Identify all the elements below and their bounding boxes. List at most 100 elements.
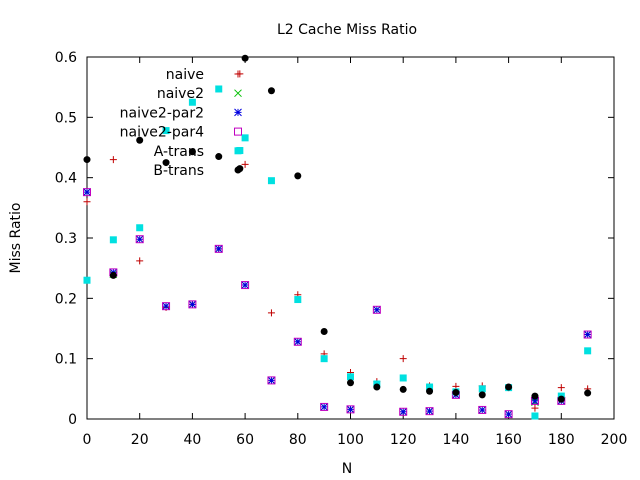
b-trans-point [399, 385, 407, 393]
naive2-par4-point [241, 281, 250, 290]
legend-label: naive2-par2 [120, 105, 204, 121]
b-trans-point [505, 383, 513, 391]
naive-point [531, 404, 539, 412]
naive2-par4-point [162, 302, 171, 311]
a-trans-point [109, 236, 117, 244]
a-trans-point [188, 98, 196, 106]
x-tick-label: 200 [601, 432, 628, 448]
x-tick-label: 120 [390, 432, 417, 448]
naive-point [136, 257, 144, 265]
naive2-par4-point [320, 402, 329, 411]
naive2-par4-point [478, 405, 487, 414]
naive2-par4-point [214, 244, 223, 253]
legend-label: naive2-par4 [120, 125, 204, 141]
naive2-par2-point [135, 235, 144, 244]
y-axis-label: Miss Ratio [8, 203, 24, 274]
naive-point [83, 198, 91, 206]
naive2-par4-point [399, 407, 408, 416]
a-trans-point [294, 296, 302, 304]
y-tick-label: 0.1 [55, 352, 77, 368]
naive-point [399, 355, 407, 363]
naive2-par2-point [162, 302, 170, 311]
b-trans-point [188, 148, 196, 156]
naive2-par4-point [83, 188, 91, 197]
legend-marker-naive2-par2 [234, 108, 242, 117]
y-tick-label: 0.5 [55, 110, 77, 126]
b-trans-point [426, 387, 434, 395]
legend-marker-naive2-par4 [234, 127, 242, 136]
data-points [83, 54, 592, 420]
a-trans-point [320, 355, 328, 363]
naive2-par2-point [293, 337, 302, 346]
b-trans-point [215, 153, 223, 161]
legend: naive naive2 naive2-par2 naive2-par4 A-trans… [120, 67, 242, 179]
naive2-par4-point [372, 305, 381, 314]
naive2-par2-point [188, 300, 197, 309]
b-trans-point [373, 383, 381, 391]
b-trans-point [557, 395, 565, 403]
naive2-par2-point [241, 281, 249, 289]
naive2-par2-point [372, 305, 381, 314]
naive2-par2-point [346, 405, 355, 414]
naive-point [557, 384, 565, 392]
b-trans-point [347, 379, 354, 387]
legend-label: naive2 [157, 86, 204, 102]
legend-label: A-trans [154, 144, 204, 160]
a-trans-point [478, 385, 486, 393]
naive2-par2-point [83, 188, 91, 197]
naive-point [267, 309, 275, 317]
x-tick-label: 40 [183, 432, 201, 448]
x-tick-label: 100 [337, 432, 364, 448]
naive2-par2-point [267, 376, 276, 385]
b-trans-point [162, 159, 170, 167]
a-trans-point [399, 374, 407, 382]
y-tick-label: 0.2 [55, 291, 77, 307]
y-tick-label: 0.4 [55, 171, 77, 187]
naive-point [109, 156, 117, 164]
naive2-par4-point [583, 330, 592, 339]
a-trans-point [83, 276, 91, 284]
b-trans-point [109, 271, 117, 279]
legend-marker-a-trans [234, 147, 242, 155]
a-trans-point [584, 347, 592, 355]
naive2-par2-point [583, 330, 592, 339]
naive2-par2-point [478, 406, 487, 414]
naive2-par4-point [188, 300, 197, 309]
naive2-par4-point [346, 405, 355, 414]
a-trans-point [347, 373, 354, 381]
y-axis: 0 0.1 0.2 0.3 0.4 0.5 0.6 [55, 50, 614, 428]
naive2-par2-point [399, 407, 408, 416]
naive2-par2-point [504, 410, 513, 419]
a-trans-point [241, 134, 249, 142]
naive-point [241, 160, 249, 168]
chart-title: L2 Cache Miss Ratio [277, 22, 417, 38]
naive2-par2-point [320, 403, 329, 411]
x-tick-label: 80 [289, 432, 307, 448]
x-tick-label: 60 [236, 432, 254, 448]
b-trans-point [531, 392, 539, 400]
x-tick-label: 140 [443, 432, 470, 448]
x-axis-label: N [342, 461, 352, 477]
legend-marker-naive [234, 70, 242, 78]
b-trans-point [136, 136, 144, 144]
y-tick-label: 0.3 [55, 231, 77, 247]
b-trans-point [478, 391, 486, 399]
a-trans-point [426, 383, 434, 391]
x-tick-label: 20 [131, 432, 149, 448]
legend-marker-naive2 [234, 89, 242, 98]
b-trans-point [320, 328, 328, 336]
a-trans-point [215, 85, 223, 93]
b-trans-point [83, 156, 91, 164]
naive2-par2-point [531, 397, 539, 405]
naive2-par4-point [504, 410, 513, 419]
b-trans-point [584, 389, 592, 397]
x-axis: 0 20 40 60 80 100 120 140 160 180 200 [83, 57, 628, 448]
x-tick-label: 180 [548, 432, 575, 448]
naive2-par2-point [425, 407, 434, 416]
b-trans-point [241, 54, 249, 62]
b-trans-point [267, 87, 275, 95]
a-trans-point [531, 412, 539, 420]
b-trans-point [452, 388, 460, 396]
legend-label: B-trans [153, 163, 204, 179]
